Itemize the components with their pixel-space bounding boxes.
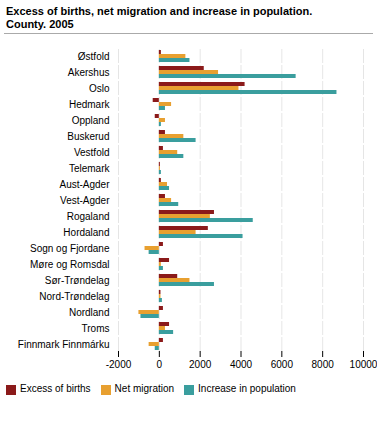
svg-text:Nord-Trøndelag: Nord-Trøndelag	[39, 291, 109, 302]
svg-text:Akershus: Akershus	[68, 67, 110, 78]
svg-text:Møre og Romsdal: Møre og Romsdal	[30, 259, 109, 270]
html-text:Excess of births: Excess of births	[20, 383, 91, 395]
svg-text:Hedmark: Hedmark	[69, 99, 111, 110]
svg-text:Troms: Troms	[82, 323, 110, 334]
svg-text:Østfold: Østfold	[78, 51, 110, 62]
svg-text:0: 0	[157, 359, 163, 370]
svg-text:Hordaland: Hordaland	[63, 227, 109, 238]
svg-text:Sør-Trøndelag: Sør-Trøndelag	[45, 275, 110, 286]
svg-text:4000: 4000	[230, 359, 253, 370]
svg-text:6000: 6000	[271, 359, 294, 370]
svg-text:Buskerud: Buskerud	[67, 131, 109, 142]
svg-text:Oppland: Oppland	[72, 115, 110, 126]
svg-text:2000: 2000	[189, 359, 212, 370]
svg-text:Aust-Agder: Aust-Agder	[59, 179, 110, 190]
svg-text:-2000: -2000	[106, 359, 132, 370]
svg-text:Vestfold: Vestfold	[74, 147, 110, 158]
svg-text:Finnmark Finnmárku: Finnmark Finnmárku	[18, 339, 110, 350]
svg-text:Nordland: Nordland	[69, 307, 110, 318]
svg-text:Telemark: Telemark	[69, 163, 111, 174]
svg-text:Vest-Agder: Vest-Agder	[60, 195, 110, 206]
svg-text:Rogaland: Rogaland	[67, 211, 110, 222]
svg-text:Oslo: Oslo	[89, 83, 110, 94]
svg-text:8000: 8000	[312, 359, 335, 370]
svg-text:Sogn og Fjordane: Sogn og Fjordane	[30, 243, 110, 254]
svg-text:10000: 10000	[350, 359, 377, 370]
html-text:Increase in population: Increase in population	[198, 383, 296, 395]
html-text:Excess of births, net migratio: Excess of births, net migration and incr…	[6, 5, 313, 17]
html-text:Net migration: Net migration	[114, 383, 175, 395]
html-text:County. 2005: County. 2005	[6, 18, 74, 31]
